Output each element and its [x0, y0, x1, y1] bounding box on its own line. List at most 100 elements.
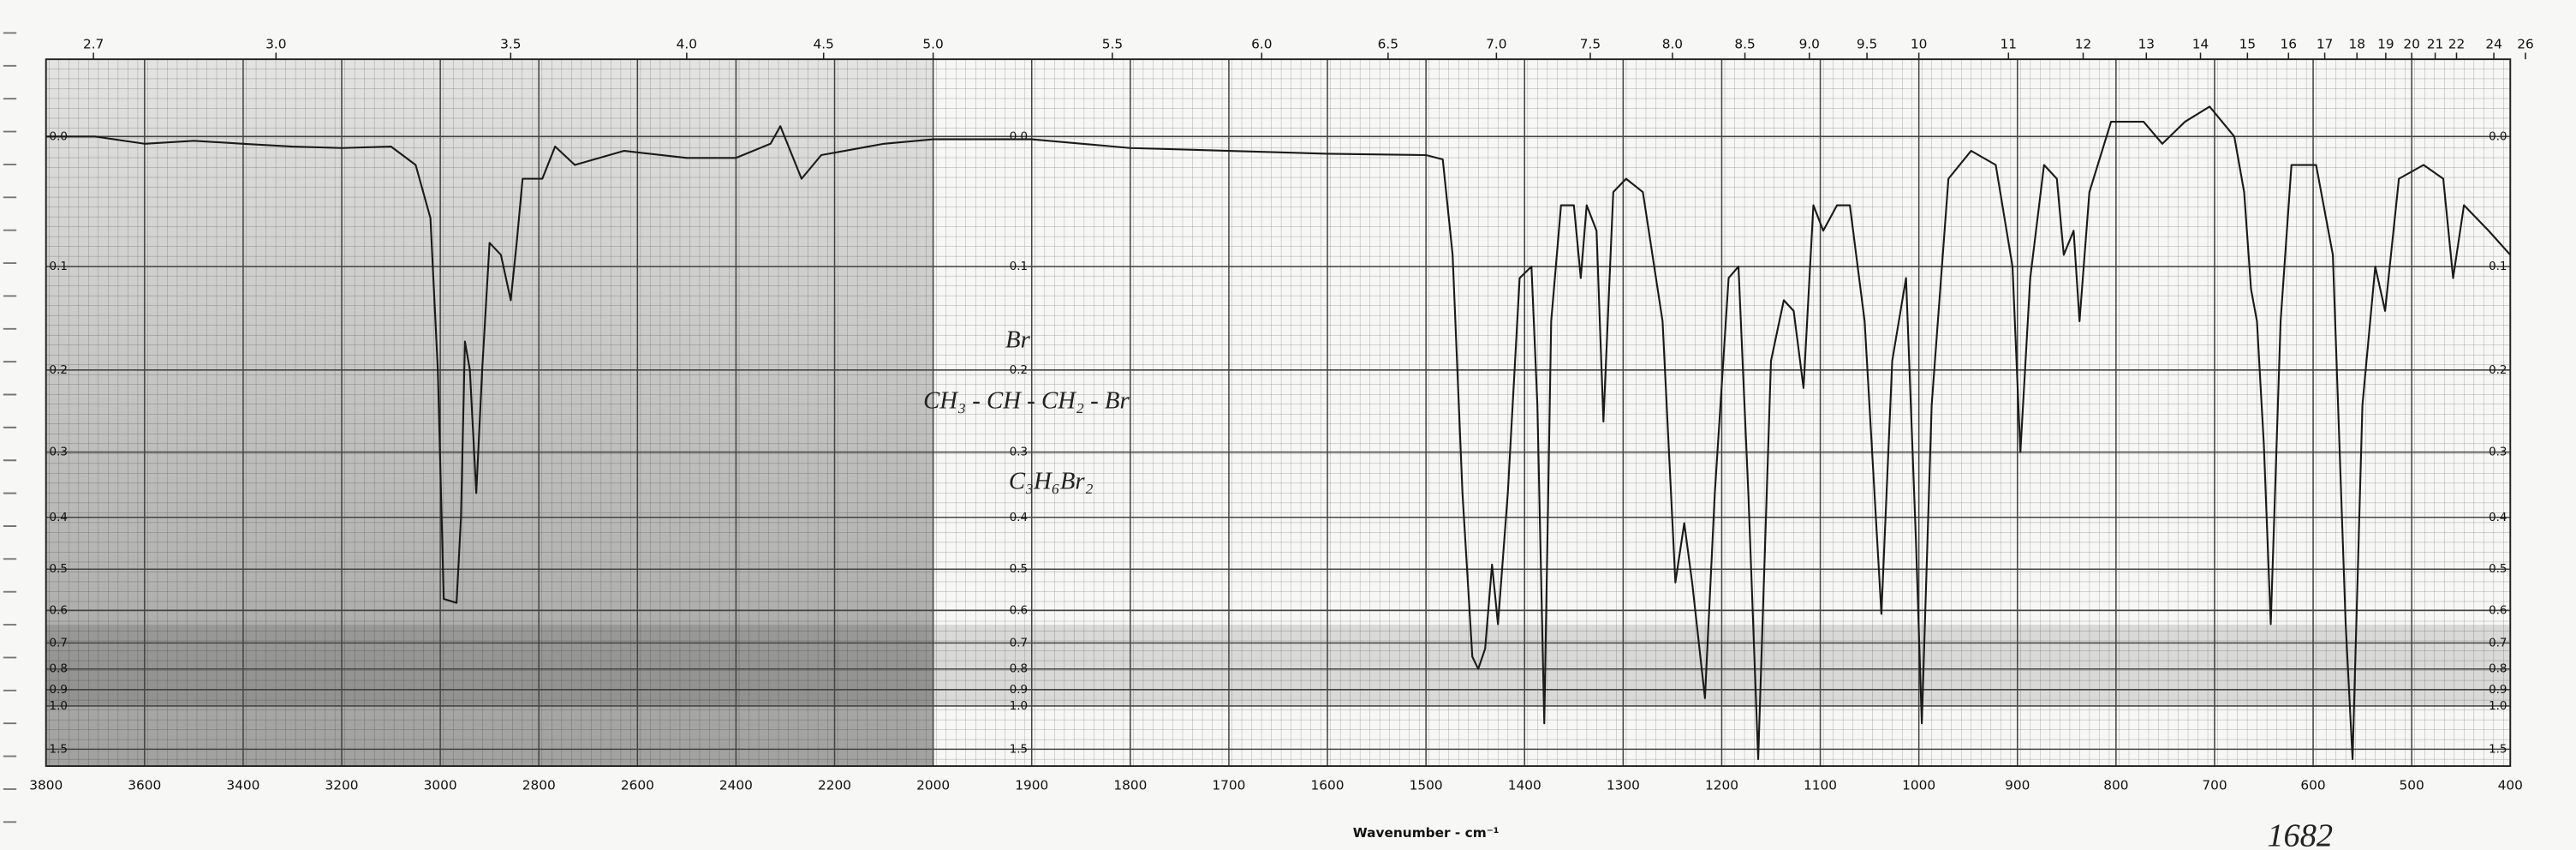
x-tick-label: 3600 [128, 778, 161, 793]
x2-tick-label: 3.5 [500, 36, 521, 51]
x2-tick-label: 7.5 [1580, 36, 1601, 51]
x-axis-label: Wavenumber - cm⁻¹ [1353, 825, 1500, 841]
x2-tick-label: 22 [2448, 36, 2466, 51]
annotation: CH₃ - CH - CH₂ - Br [923, 387, 1130, 415]
x2-tick-label: 2.7 [83, 36, 104, 51]
y-tick-label: 0.2 [50, 364, 68, 377]
x-tick-label: 2800 [522, 778, 556, 793]
x2-tick-label: 16 [2281, 36, 2298, 51]
x2-tick-label: 18 [2348, 36, 2365, 51]
y-tick-label: 0.4 [50, 512, 68, 524]
x-tick-label: 3200 [325, 778, 359, 793]
y-tick-label: 0.1 [1010, 260, 1028, 273]
x-tick-label: 1800 [1113, 778, 1147, 793]
y-tick-label: 0.2 [2489, 364, 2507, 377]
x2-tick-label: 15 [2239, 36, 2257, 51]
x-tick-label: 800 [2103, 778, 2128, 793]
spectrum-line [45, 105, 2512, 761]
x2-tick-label: 5.0 [922, 36, 943, 51]
x-tick-label: 2000 [916, 778, 950, 793]
x2-tick-label: 5.5 [1102, 36, 1123, 51]
x-tick-label: 1900 [1015, 778, 1048, 793]
x-tick-label: 3800 [29, 778, 63, 793]
annotation: C₃H₆Br₂ [1009, 468, 1094, 495]
x-tick-label: 3400 [226, 778, 259, 793]
y-tick-label: 1.5 [50, 743, 68, 756]
x-tick-label: 2400 [719, 778, 753, 793]
y-tick-label: 0.7 [2489, 637, 2507, 649]
x2-tick-label: 4.0 [677, 36, 697, 51]
y-tick-label: 1.0 [2489, 700, 2507, 713]
y-tick-label: 0.5 [2489, 563, 2507, 576]
x2-tick-label: 8.5 [1734, 36, 1755, 51]
x-tick-label: 1400 [1508, 778, 1541, 793]
x2-tick-label: 6.0 [1251, 36, 1272, 51]
y-tick-label: 0.0 [1010, 130, 1028, 143]
y-tick-label: 0.1 [2489, 260, 2507, 273]
x-tick-label: 1300 [1607, 778, 1640, 793]
x-tick-label: 2200 [818, 778, 851, 793]
shaded-region [45, 59, 933, 767]
x-tick-label: 1200 [1705, 778, 1738, 793]
y-tick-label: 0.6 [2489, 604, 2507, 617]
y-tick-label: 1.0 [1010, 700, 1028, 713]
grid [45, 52, 2526, 767]
y-tick-label: 0.7 [1010, 637, 1028, 649]
y-tick-label: 0.8 [2489, 663, 2507, 676]
x2-tick-label: 26 [2517, 36, 2534, 51]
y-tick-label: 1.5 [1010, 743, 1028, 756]
x2-tick-label: 12 [2075, 36, 2092, 51]
x-tick-label: 500 [2400, 778, 2424, 793]
y-tick-label: 0.3 [2489, 446, 2507, 459]
x-tick-label: 1700 [1212, 778, 1245, 793]
y-tick-label: 0.1 [50, 260, 68, 273]
y-tick-label: 0.5 [1010, 563, 1028, 576]
y-tick-label: 0.3 [1010, 446, 1028, 459]
x2-tick-label: 9.5 [1857, 36, 1877, 51]
y-tick-label: 0.9 [2489, 684, 2507, 697]
y-tick-label: 0.3 [50, 446, 68, 459]
y-tick-label: 0.7 [50, 637, 68, 649]
y-tick-label: 1.5 [2489, 743, 2507, 756]
x2-tick-label: 11 [2001, 36, 2018, 51]
y-tick-label: 1.0 [50, 700, 68, 713]
x2-tick-label: 19 [2377, 36, 2394, 51]
annotation: 1682 [2267, 817, 2333, 850]
y-tick-label: 0.4 [2489, 512, 2507, 524]
x2-tick-label: 9.0 [1799, 36, 1820, 51]
y-tick-label: 0.8 [50, 663, 68, 676]
x2-tick-label: 14 [2192, 36, 2209, 51]
x2-tick-label: 24 [2485, 36, 2502, 51]
x2-tick-label: 13 [2138, 36, 2156, 51]
y-tick-label: 0.9 [50, 684, 68, 697]
edge-marks [3, 32, 17, 823]
x2-tick-label: 6.5 [1378, 36, 1398, 51]
x2-tick-label: 17 [2317, 36, 2334, 51]
y-tick-label: 0.2 [1010, 364, 1028, 377]
y-tick-label: 0.8 [1010, 663, 1028, 676]
y-tick-label: 0.0 [2489, 130, 2507, 143]
x2-tick-label: 20 [2403, 36, 2420, 51]
y-tick-label: 0.6 [1010, 604, 1028, 617]
annotation: Br [1005, 326, 1031, 354]
x2-tick-label: 3.0 [265, 36, 286, 51]
y-tick-label: 0.9 [1010, 684, 1028, 697]
x2-tick-label: 21 [2427, 36, 2444, 51]
x-tick-label: 1000 [1902, 778, 1935, 793]
x-tick-label: 600 [2300, 778, 2325, 793]
y-tick-label: 0.5 [50, 563, 68, 576]
y-tick-label: 0.4 [1010, 512, 1028, 524]
x-tick-label: 900 [2005, 778, 2030, 793]
x-tick-label: 3000 [424, 778, 457, 793]
plot-frame [45, 58, 2512, 768]
x-tick-label: 2600 [621, 778, 654, 793]
y-tick-label: 0.6 [50, 604, 68, 617]
x2-tick-label: 7.0 [1486, 36, 1506, 51]
x-tick-label: 700 [2202, 778, 2227, 793]
x-tick-label: 1500 [1410, 778, 1443, 793]
x-tick-label: 400 [2498, 778, 2523, 793]
x-tick-label: 1600 [1311, 778, 1345, 793]
dark-band [45, 625, 2511, 707]
x2-tick-label: 10 [1911, 36, 1928, 51]
